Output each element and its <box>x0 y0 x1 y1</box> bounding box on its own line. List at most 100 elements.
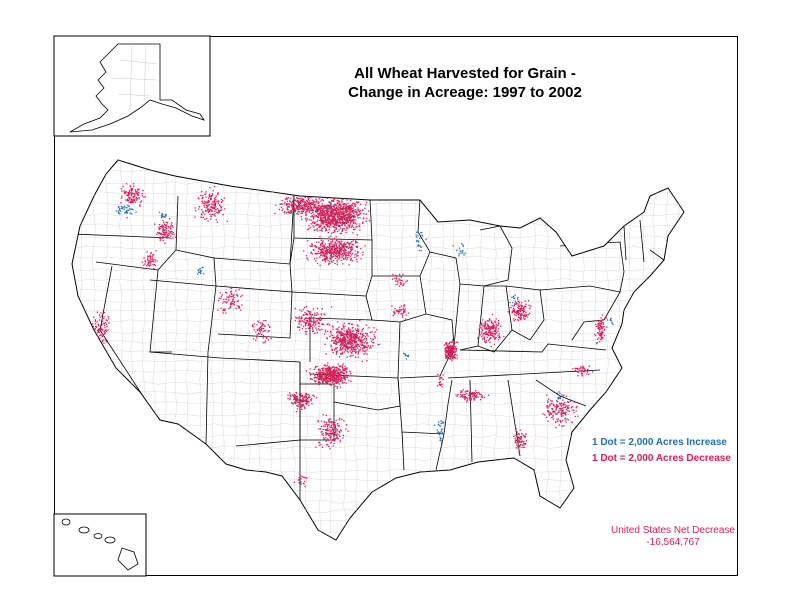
decrease-dot <box>339 340 342 342</box>
decrease-dot <box>359 216 361 219</box>
decrease-dot <box>348 327 350 329</box>
decrease-dot <box>514 318 517 321</box>
decrease-dot <box>348 246 350 248</box>
decrease-dot <box>343 336 345 339</box>
decrease-dot <box>343 243 346 246</box>
decrease-dot <box>452 350 454 352</box>
decrease-dot <box>215 206 217 208</box>
decrease-dot <box>319 226 321 228</box>
decrease-dot <box>162 227 165 229</box>
decrease-dot <box>522 309 525 312</box>
decrease-dot <box>323 370 325 372</box>
decrease-dot <box>165 235 167 237</box>
decrease-dot <box>306 313 308 315</box>
decrease-dot <box>295 316 297 318</box>
decrease-dot <box>204 193 206 195</box>
decrease-dot <box>314 215 317 217</box>
decrease-dot <box>521 314 523 316</box>
decrease-dot <box>324 377 326 379</box>
decrease-dot <box>236 300 239 303</box>
decrease-dot <box>336 223 338 225</box>
decrease-dot <box>295 391 297 394</box>
decrease-dot <box>601 337 603 340</box>
decrease-dot <box>306 319 308 322</box>
decrease-dot <box>461 395 463 397</box>
decrease-dot <box>547 407 549 409</box>
decrease-dot <box>561 402 563 404</box>
decrease-dot <box>597 320 600 322</box>
decrease-dot <box>333 251 335 253</box>
increase-dot <box>328 201 330 203</box>
decrease-dot <box>300 483 302 485</box>
decrease-dot <box>326 428 329 430</box>
decrease-dot <box>315 198 317 200</box>
increase-dot <box>438 433 440 436</box>
decrease-dot <box>354 250 356 252</box>
decrease-dot <box>353 340 355 342</box>
decrease-dot <box>295 200 297 202</box>
decrease-dot <box>330 346 332 348</box>
decrease-dot <box>108 322 110 324</box>
decrease-dot <box>295 204 297 206</box>
decrease-dot <box>324 329 327 331</box>
decrease-dot <box>205 204 208 207</box>
decrease-dot <box>152 254 155 256</box>
decrease-dot <box>337 216 339 218</box>
decrease-dot <box>500 325 502 327</box>
decrease-dot <box>208 193 211 196</box>
decrease-dot <box>292 201 294 203</box>
decrease-dot <box>351 352 353 354</box>
decrease-dot <box>337 330 339 332</box>
decrease-dot <box>362 221 364 223</box>
decrease-dot <box>349 350 351 352</box>
decrease-dot <box>340 243 342 245</box>
decrease-dot <box>294 319 297 322</box>
decrease-dot <box>480 331 482 333</box>
decrease-dot <box>472 396 474 398</box>
decrease-dot <box>447 352 449 354</box>
decrease-dot <box>357 344 359 346</box>
decrease-dot <box>162 234 165 236</box>
decrease-dot <box>329 429 331 431</box>
decrease-dot <box>339 205 341 207</box>
increase-dot <box>126 212 128 214</box>
decrease-dot <box>350 331 352 333</box>
decrease-dot <box>525 314 527 316</box>
decrease-dot <box>354 340 356 342</box>
decrease-dot <box>194 216 196 218</box>
decrease-dot <box>348 342 350 344</box>
decrease-dot <box>332 204 334 207</box>
decrease-dot <box>340 335 342 337</box>
decrease-dot <box>198 198 200 200</box>
decrease-dot <box>447 347 449 349</box>
decrease-dot <box>321 203 323 205</box>
decrease-dot <box>551 400 553 402</box>
decrease-dot <box>322 211 324 213</box>
decrease-dot <box>546 394 548 396</box>
alaska-borough-lines <box>111 45 159 111</box>
decrease-dot <box>104 327 106 329</box>
decrease-dot <box>331 257 333 259</box>
decrease-dot <box>350 215 352 218</box>
decrease-dot <box>335 431 337 433</box>
decrease-dot <box>329 376 331 378</box>
decrease-dot <box>163 228 165 231</box>
decrease-dot <box>360 333 362 335</box>
decrease-dot <box>483 338 485 340</box>
decrease-dot <box>295 395 298 398</box>
decrease-dot <box>217 203 219 205</box>
decrease-dot <box>318 329 321 331</box>
decrease-dot <box>353 209 355 211</box>
decrease-dot <box>350 354 352 357</box>
decrease-dot <box>233 300 235 303</box>
decrease-dot <box>582 367 584 369</box>
decrease-dot <box>449 347 451 349</box>
decrease-dot <box>307 209 310 211</box>
decrease-dot <box>329 215 331 218</box>
decrease-dot <box>297 326 299 328</box>
increase-dot <box>512 295 515 297</box>
decrease-dot <box>168 218 171 220</box>
decrease-dot <box>340 377 343 379</box>
decrease-dot <box>320 219 322 222</box>
decrease-dot <box>518 437 521 440</box>
